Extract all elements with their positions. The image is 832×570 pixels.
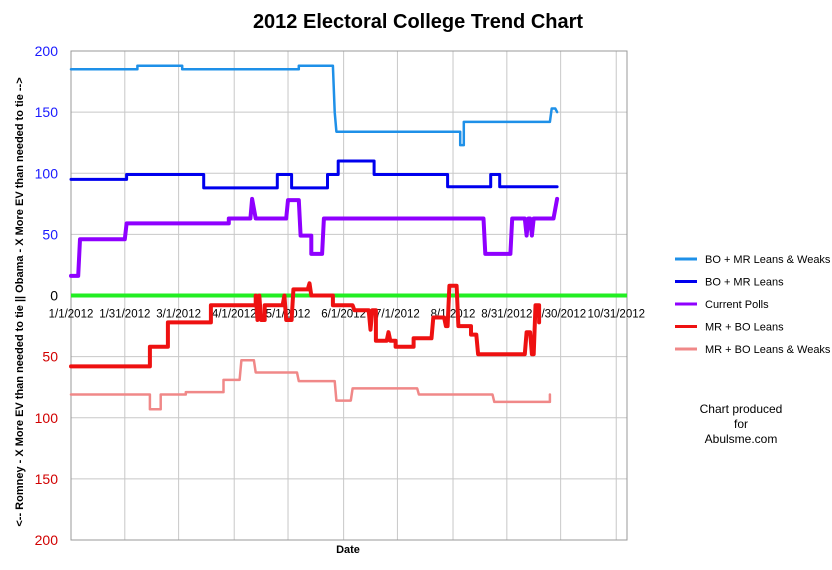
series-line bbox=[69, 196, 560, 278]
y-tick-label: 100 bbox=[35, 410, 59, 426]
series-lines bbox=[69, 64, 627, 411]
x-tick-label: 1/31/2012 bbox=[99, 309, 150, 321]
legend-label: MR + BO Leans bbox=[705, 322, 784, 334]
y-tick-label: 0 bbox=[50, 288, 58, 304]
y-tick-label: 50 bbox=[42, 226, 58, 242]
credit-line-2: for bbox=[734, 417, 748, 431]
x-tick-label: 7/1/2012 bbox=[375, 309, 420, 321]
series-line bbox=[69, 64, 559, 147]
y-tick-label: 200 bbox=[35, 43, 59, 59]
series-line bbox=[69, 281, 542, 369]
y-tick-label: 150 bbox=[35, 471, 59, 487]
legend-label: BO + MR Leans bbox=[705, 277, 784, 289]
x-tick-label: 3/1/2012 bbox=[156, 309, 201, 321]
credit-line-3: Abulsme.com bbox=[705, 432, 778, 446]
legend-label: MR + BO Leans & Weaks bbox=[705, 344, 831, 356]
legend: BO + MR Leans & Weaks BO + MR Leans Curren… bbox=[675, 254, 831, 356]
legend-label: BO + MR Leans & Weaks bbox=[705, 254, 831, 266]
x-tick-label: 1/1/2012 bbox=[49, 309, 94, 321]
y-tick-label: 50 bbox=[42, 349, 58, 365]
credit-text: Chart produced for Abulsme.com bbox=[700, 402, 783, 446]
x-tick-label: 10/31/2012 bbox=[587, 309, 645, 321]
y-axis-label: <-- Romney - X More EV than needed to ti… bbox=[14, 77, 26, 526]
y-tick-label: 100 bbox=[35, 165, 59, 181]
legend-label: Current Polls bbox=[705, 299, 769, 311]
x-tick-label: 5/1/2012 bbox=[266, 309, 311, 321]
y-tick-label: 150 bbox=[35, 104, 59, 120]
y-tick-label: 200 bbox=[35, 532, 59, 548]
credit-line-1: Chart produced bbox=[700, 402, 783, 416]
x-tick-label: 9/30/2012 bbox=[535, 309, 586, 321]
y-tick-labels: 200 150 100 50 0 50 100 150 200 bbox=[35, 43, 59, 548]
x-tick-label: 8/31/2012 bbox=[481, 309, 532, 321]
x-tick-labels: 1/1/2012 1/31/2012 3/1/2012 4/1/2012 5/1/201… bbox=[49, 309, 645, 321]
x-axis-label: Date bbox=[336, 544, 360, 556]
chart-title: 2012 Electoral College Trend Chart bbox=[253, 11, 583, 33]
x-tick-label: 4/1/2012 bbox=[212, 309, 257, 321]
series-line bbox=[69, 159, 559, 190]
series-line bbox=[69, 359, 552, 411]
